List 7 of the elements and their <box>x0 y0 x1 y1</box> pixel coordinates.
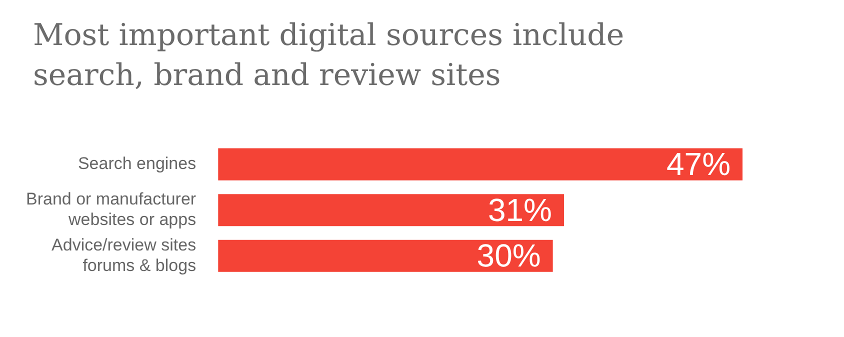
data-label: 31% <box>488 192 552 228</box>
y-tick-label: Brand or manufacturer websites or apps <box>26 190 196 229</box>
chart-title: Most important digital sources include search, brand and review sites <box>33 17 626 95</box>
y-tick-label: Advice/review sites forums & blogs <box>52 235 196 275</box>
y-tick-label: Search engines <box>78 154 196 173</box>
data-label: 47% <box>666 146 731 182</box>
data-label: 30% <box>476 238 541 274</box>
